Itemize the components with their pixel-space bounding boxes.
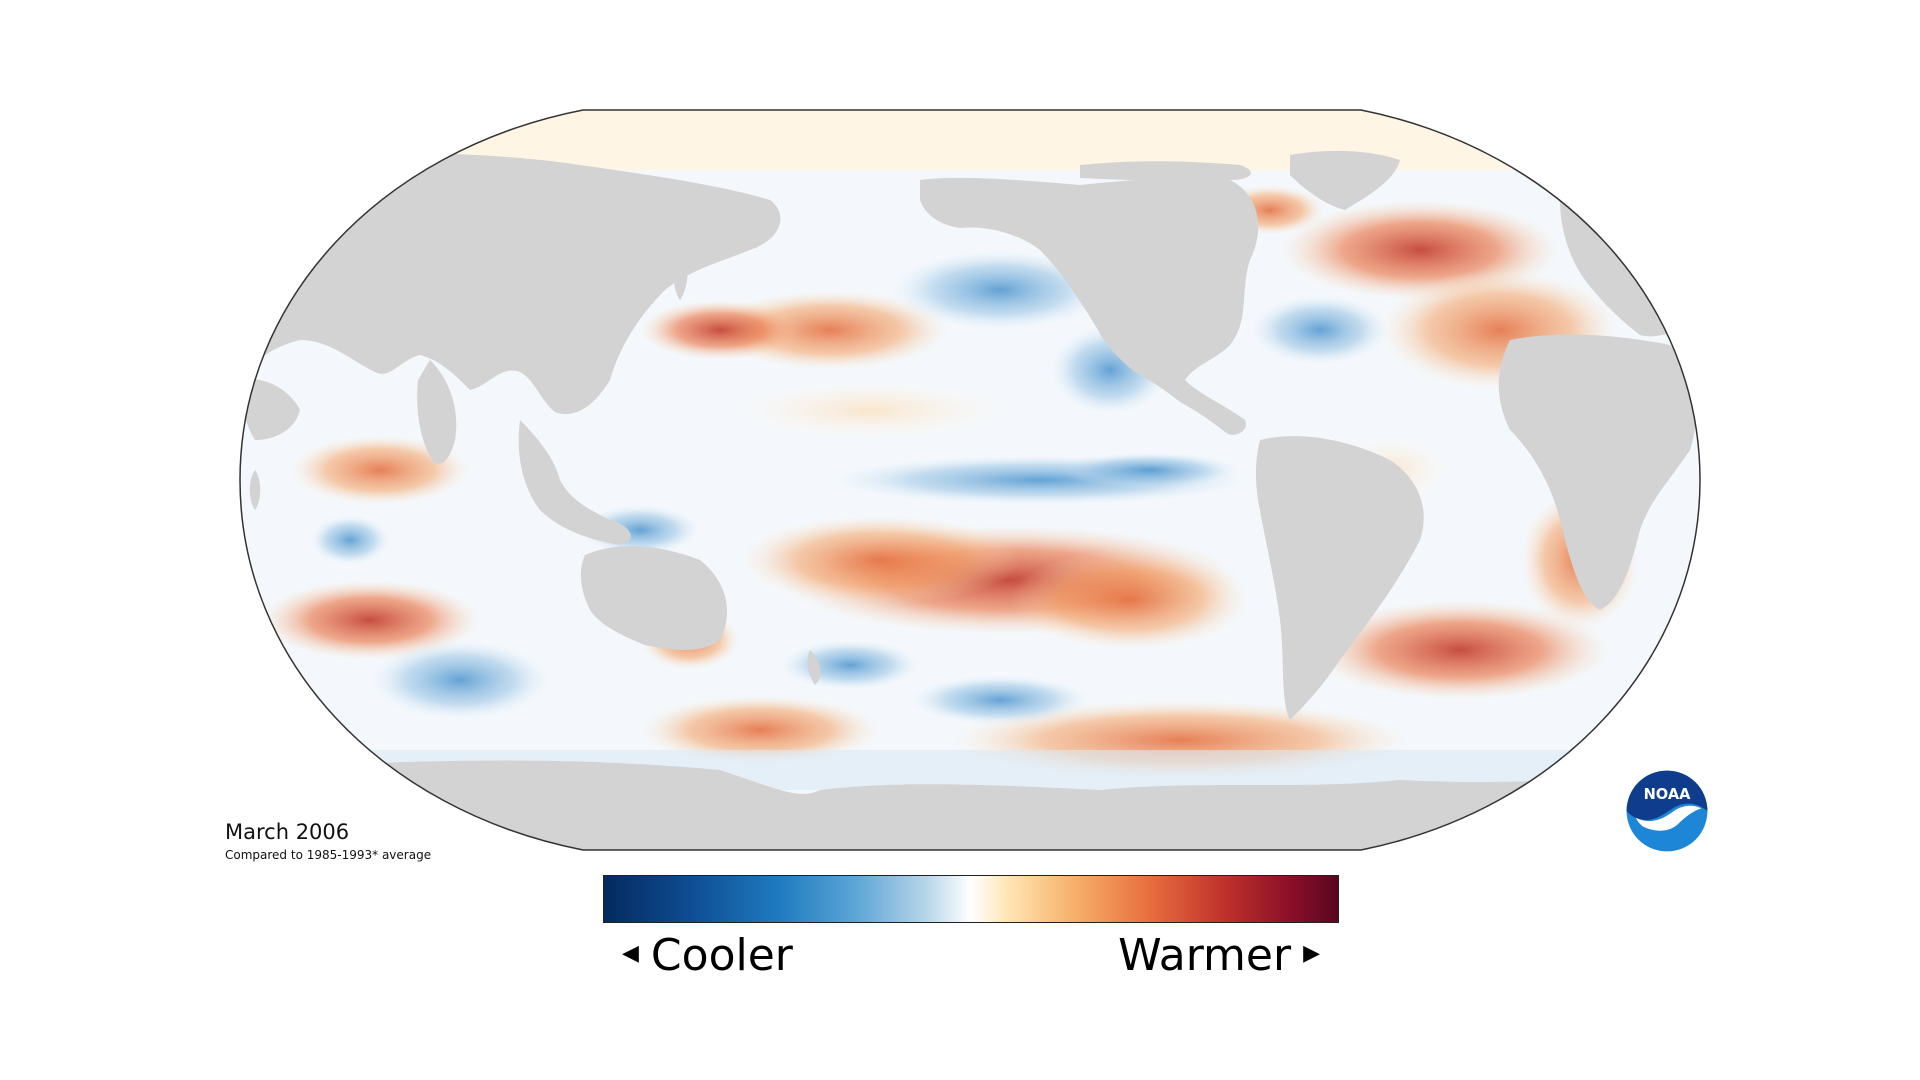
noaa-logo-text: NOAA: [1644, 786, 1692, 803]
globe-outline: [239, 109, 1701, 851]
cooler-label: Cooler: [650, 930, 793, 981]
japan: [674, 250, 688, 300]
indian-subcontinent: [417, 360, 457, 464]
temperature-colorbar: [603, 875, 1339, 923]
triangle-right-icon: ▶: [1303, 941, 1320, 966]
africa: [1498, 334, 1696, 610]
new-zealand: [807, 650, 821, 685]
greenland: [1290, 150, 1400, 210]
noaa-logo-icon: NOAA: [1624, 768, 1710, 854]
cooler-label-group: ◀ Cooler: [622, 930, 793, 984]
antarctica: [240, 760, 1700, 850]
map-date-subtitle: Compared to 1985-1993* average: [225, 848, 432, 862]
globe-content: [240, 110, 1700, 850]
southeast-asia: [518, 420, 631, 545]
arabian-peninsula: [240, 379, 300, 440]
triangle-left-icon: ◀: [622, 941, 639, 966]
eurasia: [240, 153, 781, 415]
north-america: [920, 177, 1259, 435]
warmer-label: Warmer: [1118, 930, 1292, 981]
anomaly-field: [240, 185, 1700, 790]
warmer-label-group: Warmer ▶: [1118, 930, 1320, 984]
south-america: [1255, 436, 1424, 720]
madagascar: [249, 470, 261, 510]
map-date-title: March 2006: [225, 820, 350, 844]
arctic-canada: [1080, 161, 1251, 181]
australia: [580, 545, 728, 650]
